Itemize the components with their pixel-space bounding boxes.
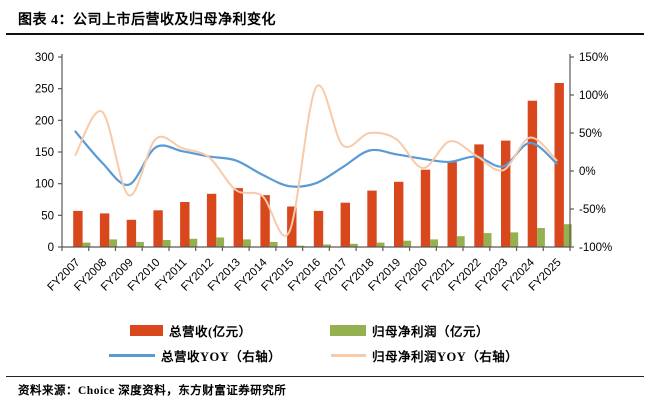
profit-bar — [189, 238, 198, 247]
legend: 总营收(亿元） 归母净利润（亿元） 总营收YOY（右轴） 归母净利润YOY（右轴… — [0, 316, 650, 368]
left-axis-label: 50 — [41, 210, 54, 222]
profit-bar — [403, 240, 412, 247]
source-divider — [6, 376, 644, 377]
legend-label-revenue: 总营收(亿元） — [169, 325, 252, 339]
legend-item-revenue-yoy: 总营收YOY（右轴） — [109, 346, 281, 365]
profit-bar — [82, 242, 91, 247]
legend-label-profit-yoy: 归母净利润YOY（右轴） — [372, 350, 519, 364]
profit-bar — [563, 224, 572, 247]
revenue-bar — [260, 195, 270, 247]
left-axis-label: 100 — [35, 179, 54, 191]
revenue-bar — [447, 162, 457, 247]
revenue-bar — [554, 83, 564, 247]
revenue-bar — [501, 140, 511, 247]
profit-bar — [376, 242, 385, 247]
revenue-bar — [73, 210, 83, 247]
right-axis-label: 0% — [579, 166, 596, 178]
revenue-bar — [474, 144, 484, 247]
legend-item-profit-yoy: 归母净利润YOY（右轴） — [331, 346, 518, 365]
revenue-bar — [180, 202, 190, 247]
profit-bar — [510, 232, 519, 247]
revenue-bar — [420, 169, 431, 247]
revenue-bar — [99, 213, 110, 247]
left-axis-label: 200 — [35, 115, 54, 127]
right-axis-label: 100% — [579, 90, 608, 102]
legend-label-revenue-yoy: 总营收YOY（右轴） — [161, 350, 282, 364]
profit-bar — [243, 239, 251, 247]
revenue-bar — [153, 210, 163, 247]
revenue-bar — [126, 219, 137, 247]
revenue-bar — [313, 210, 324, 247]
profit-bar — [456, 236, 465, 247]
source-text: 资料来源：Choice 深度资料，东方财富证券研究所 — [18, 385, 287, 397]
revenue-bar — [367, 190, 377, 247]
left-axis-label: 0 — [48, 242, 54, 254]
right-axis-label: 50% — [579, 128, 602, 140]
profit-yoy-line-swatch — [331, 354, 366, 357]
title-divider — [6, 33, 644, 35]
profit-bar — [136, 241, 144, 247]
revenue-bar — [527, 100, 538, 247]
left-axis-label: 300 — [35, 52, 54, 64]
profit-bar — [537, 228, 545, 247]
chart-area: 0 50 100 150 200 250 300 -100% -50% 0% 50% 100% 150%… — [0, 40, 650, 308]
right-axis-label: -100% — [579, 242, 612, 254]
profit-bar-swatch — [330, 325, 366, 336]
right-axis-label: -50% — [579, 204, 606, 216]
profit-bar — [162, 240, 171, 247]
left-axis-label: 150 — [35, 147, 54, 159]
profit-bar — [109, 239, 118, 247]
profit-bar — [269, 241, 278, 247]
profit-bar — [430, 239, 438, 247]
legend-item-revenue: 总营收(亿元） — [130, 321, 252, 340]
revenue-yoy-line — [74, 130, 558, 188]
revenue-bar — [233, 188, 243, 247]
revenue-bar-swatch — [130, 325, 163, 336]
legend-item-profit: 归母净利润（亿元） — [330, 321, 489, 340]
revenue-bar — [394, 181, 404, 247]
profit-bar — [323, 244, 331, 247]
profit-bar — [483, 233, 492, 247]
profit-bar — [216, 237, 225, 247]
revenue-bar — [206, 193, 217, 247]
right-axis-label: 150% — [579, 52, 608, 64]
combo-chart: 0 50 100 150 200 250 300 -100% -50% 0% 50% 100% 150%… — [35, 52, 612, 294]
left-axis-label: 250 — [35, 84, 54, 96]
revenue-yoy-line-swatch — [109, 354, 155, 357]
revenue-bar — [340, 202, 350, 247]
figure-title: 图表 4：公司上市后营收及归母净利变化 — [18, 13, 276, 28]
legend-label-profit: 归母净利润（亿元） — [372, 325, 490, 339]
profit-yoy-line — [74, 84, 558, 237]
profit-bar — [350, 243, 358, 247]
profit-bar — [296, 245, 305, 247]
